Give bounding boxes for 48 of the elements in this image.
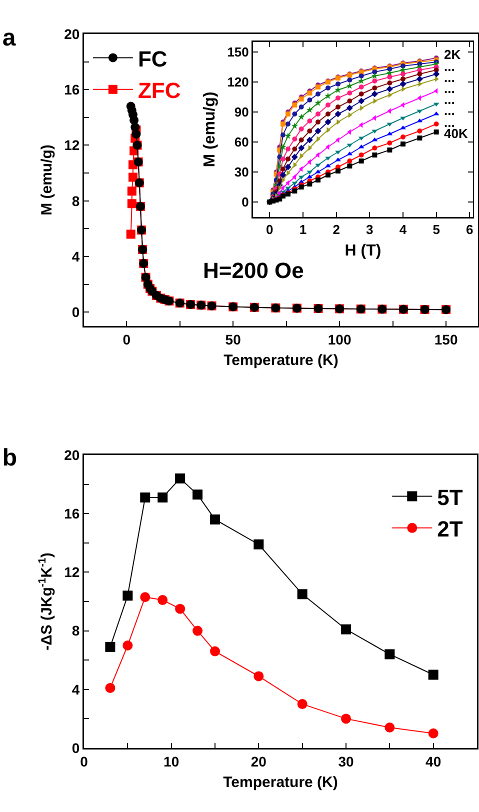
y-tick-label: 20 — [64, 26, 80, 42]
annotation: ... — [444, 115, 455, 130]
chart-title: b — [2, 444, 18, 472]
y-tick-label: 12 — [64, 564, 80, 580]
y-tick-label: 0 — [72, 304, 80, 320]
y-tick-label: 8 — [72, 622, 80, 639]
x-tick-label: 50 — [225, 331, 242, 348]
x-tick-label: 150 — [434, 331, 458, 348]
x-tick-label: 2 — [332, 222, 340, 238]
annotation: 2K — [444, 47, 462, 62]
x-tick-label: 4 — [399, 222, 408, 238]
x-tick-label: 3 — [366, 222, 374, 238]
x-tick-label: 30 — [338, 753, 354, 770]
legend-label: 5T — [437, 484, 464, 510]
y-tick-label: 16 — [64, 506, 80, 522]
y-tick-label: 120 — [227, 74, 249, 90]
annotation: H=200 Oe — [203, 258, 304, 283]
x-tick-label: 5 — [432, 222, 440, 238]
x-tick-label: 6 — [466, 222, 474, 238]
x-tick-label: 10 — [164, 753, 180, 770]
y-tick-label: 20 — [64, 446, 80, 463]
y-tick-label: 8 — [72, 192, 80, 209]
y-tick-label: 0 — [242, 194, 249, 210]
y-axis-title: M (emu/g) — [201, 92, 218, 168]
x-tick-label: 20 — [250, 753, 267, 770]
annotation: ... — [444, 59, 455, 74]
y-tick-label: 90 — [234, 104, 249, 120]
x-tick-label: 1 — [299, 222, 307, 238]
y-tick-label: 4 — [72, 248, 80, 264]
legend-label: FC — [138, 46, 168, 72]
chart-title: a — [2, 24, 16, 52]
x-axis-title: H (T) — [344, 242, 382, 260]
y-tick-label: 12 — [64, 137, 80, 154]
x-tick-label: 0 — [122, 331, 131, 348]
y-tick-label: 4 — [72, 681, 80, 698]
y-tick-label: 60 — [234, 134, 249, 150]
x-tick-label: 40 — [426, 753, 442, 770]
y-tick-label: 0 — [72, 740, 80, 756]
y-tick-label: 30 — [234, 164, 249, 180]
legend-label: ZFC — [138, 78, 181, 103]
legend-label: 2T — [437, 516, 464, 542]
x-tick-label: 0 — [266, 222, 274, 238]
y-tick-label: 150 — [227, 44, 249, 60]
x-tick-label: 100 — [328, 331, 352, 348]
x-axis-title: Temperature (K) — [224, 352, 338, 370]
x-axis-title: Temperature (K) — [223, 774, 338, 792]
y-axis-title: M (emu/g) — [38, 144, 56, 216]
y-tick-label: 16 — [64, 82, 80, 98]
